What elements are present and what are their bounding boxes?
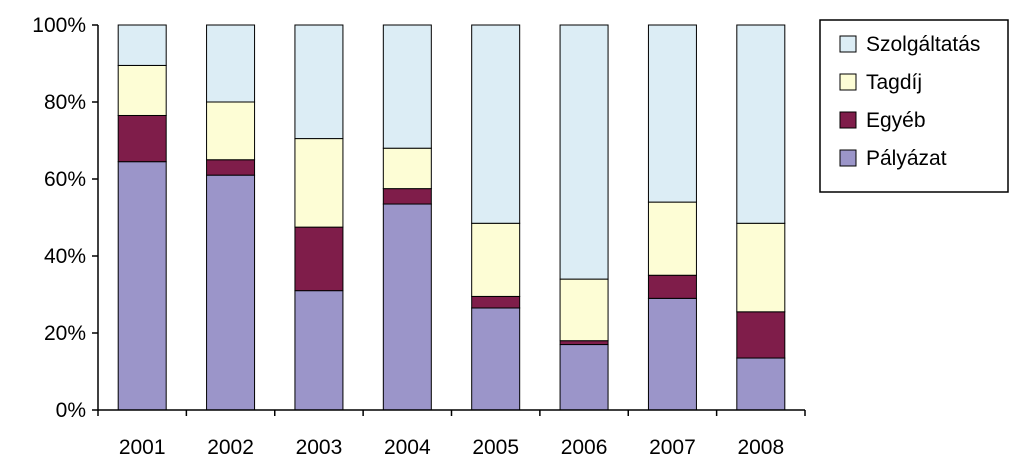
bar-segment-2008-Pályázat xyxy=(736,357,786,411)
bar-segment-2004-Egyéb xyxy=(382,188,432,205)
bar-segment-2001-Egyéb xyxy=(117,114,167,163)
bar-stack-2005 xyxy=(471,24,521,411)
bar-stack-2007 xyxy=(647,24,697,411)
x-tick-label: 2005 xyxy=(472,436,519,459)
y-tick-label: 80% xyxy=(44,91,86,114)
bar-segment-2001-Pályázat xyxy=(117,161,167,411)
bar-segment-2007-Egyéb xyxy=(647,274,697,299)
bar-segment-2006-Szolgáltatás xyxy=(559,24,609,280)
bar-segment-2005-Egyéb xyxy=(471,295,521,309)
bar-segment-2003-Pályázat xyxy=(294,290,344,411)
bar-segment-2002-Egyéb xyxy=(206,159,256,176)
x-tick-label: 2007 xyxy=(649,436,696,459)
bars xyxy=(117,24,786,411)
legend: Szolgáltatás Tagdíj Egyéb Pályázat xyxy=(819,19,1009,193)
y-tick-label: 0% xyxy=(56,399,86,422)
bar-segment-2004-Pályázat xyxy=(382,203,432,411)
bar-segment-2002-Tagdíj xyxy=(206,101,256,161)
bar-segment-2001-Szolgáltatás xyxy=(117,24,167,66)
bar-stack-2004 xyxy=(382,24,432,411)
legend-label: Pályázat xyxy=(866,147,947,170)
bar-segment-2008-Szolgáltatás xyxy=(736,24,786,224)
bar-segment-2004-Szolgáltatás xyxy=(382,24,432,149)
bar-segment-2007-Tagdíj xyxy=(647,201,697,276)
x-tick-label: 2001 xyxy=(119,436,166,459)
legend-swatch-Tagdíj xyxy=(839,73,857,91)
x-tick-label: 2004 xyxy=(384,436,431,459)
y-tick-label: 40% xyxy=(44,245,86,268)
bar-segment-2003-Szolgáltatás xyxy=(294,24,344,140)
legend-swatch-Egyéb xyxy=(839,111,857,129)
legend-swatch-Pályázat xyxy=(839,149,857,167)
bar-segment-2006-Egyéb xyxy=(559,340,609,346)
x-tick-label: 2003 xyxy=(296,436,343,459)
bar-segment-2002-Szolgáltatás xyxy=(206,24,256,103)
x-axis: 2001 2002 2003 2004 2005 2006 2007 2008 xyxy=(97,409,806,459)
x-tick-label: 2008 xyxy=(737,436,784,459)
bar-segment-2001-Tagdíj xyxy=(117,64,167,116)
bar-stack-2001 xyxy=(117,24,167,411)
bar-segment-2006-Tagdíj xyxy=(559,278,609,342)
x-tick-label: 2002 xyxy=(207,436,254,459)
bar-segment-2002-Pályázat xyxy=(206,174,256,411)
bar-segment-2007-Szolgáltatás xyxy=(647,24,697,203)
legend-label: Egyéb xyxy=(866,109,926,132)
bar-segment-2005-Pályázat xyxy=(471,307,521,411)
bar-segment-2004-Tagdíj xyxy=(382,147,432,190)
legend-swatch-Szolgáltatás xyxy=(839,35,857,53)
bar-stack-2002 xyxy=(206,24,256,411)
y-tick-label: 20% xyxy=(44,322,86,345)
bar-segment-2006-Pályázat xyxy=(559,344,609,411)
bar-segment-2007-Pályázat xyxy=(647,297,697,411)
x-tick-label: 2006 xyxy=(561,436,608,459)
y-tick-label: 100% xyxy=(32,14,86,37)
bar-segment-2003-Tagdíj xyxy=(294,138,344,228)
bar-segment-2005-Szolgáltatás xyxy=(471,24,521,224)
bar-stack-2008 xyxy=(736,24,786,411)
legend-label: Szolgáltatás xyxy=(866,33,980,56)
bar-segment-2003-Egyéb xyxy=(294,226,344,292)
y-tick-label: 60% xyxy=(44,168,86,191)
bar-segment-2008-Tagdíj xyxy=(736,222,786,313)
y-axis: 0% 20% 40% 60% 80% 100% xyxy=(32,14,99,422)
bar-segment-2005-Tagdíj xyxy=(471,222,521,297)
bar-stack-2006 xyxy=(559,24,609,411)
bar-segment-2008-Egyéb xyxy=(736,311,786,359)
bar-stack-2003 xyxy=(294,24,344,411)
legend-label: Tagdíj xyxy=(866,71,922,94)
